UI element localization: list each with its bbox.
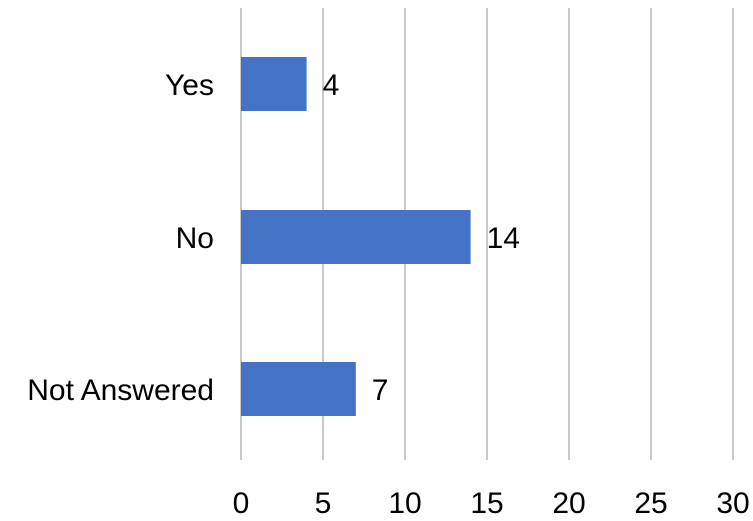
category-label-yes: Yes	[165, 69, 214, 102]
bar-no	[241, 210, 471, 264]
data-label-not-answered: 7	[372, 374, 389, 407]
data-label-yes: 4	[323, 69, 340, 102]
x-tick-label-20: 20	[552, 487, 585, 516]
data-labels: 4 14 7	[323, 69, 520, 407]
x-tick-label-10: 10	[388, 487, 421, 516]
bar-not-answered	[241, 362, 356, 416]
category-label-no: No	[176, 222, 214, 255]
x-axis-tick-labels: 0 5 10 15 20 25 30	[233, 487, 750, 520]
bar-yes	[241, 57, 307, 111]
bars	[241, 57, 471, 416]
data-label-no: 14	[487, 222, 520, 255]
category-labels: Yes No Not Answered	[27, 69, 214, 407]
x-tick-label-5: 5	[315, 487, 332, 516]
x-tick-label-0: 0	[233, 487, 250, 516]
category-label-not-answered: Not Answered	[27, 374, 214, 407]
x-tick-label-15: 15	[470, 487, 503, 516]
x-tick-label-25: 25	[634, 487, 667, 516]
x-tick-label-30: 30	[716, 487, 749, 516]
